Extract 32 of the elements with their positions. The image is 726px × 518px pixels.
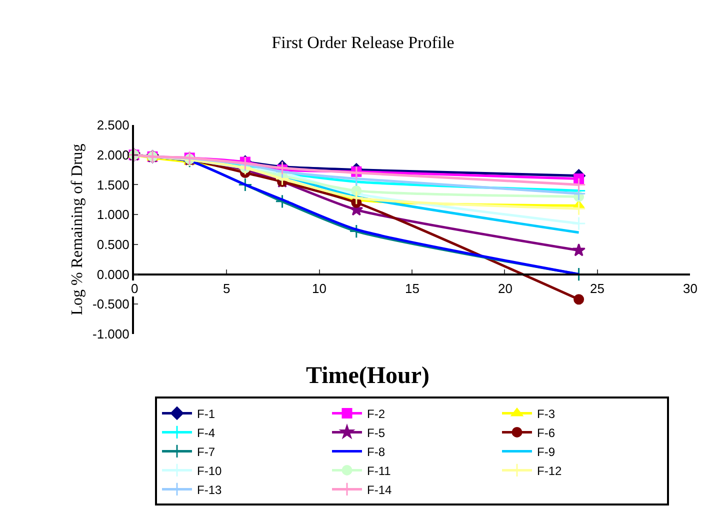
legend-label: F-1 bbox=[197, 406, 216, 421]
legend-label: F-12 bbox=[537, 464, 562, 478]
chart-title: First Order Release Profile bbox=[272, 33, 454, 52]
y-axis-title: Log % Remaining of Drug bbox=[68, 144, 86, 316]
legend-label: F-11 bbox=[367, 464, 392, 478]
x-tick-label: 10 bbox=[312, 281, 326, 296]
y-tick-label: -0.500 bbox=[92, 296, 130, 312]
x-axis-title: Time(Hour) bbox=[306, 363, 430, 389]
legend-label: F-14 bbox=[367, 482, 392, 497]
x-tick-label: 30 bbox=[683, 281, 698, 296]
y-tick-label: 1.000 bbox=[96, 207, 130, 222]
x-tick-label: 0 bbox=[131, 281, 138, 296]
legend-label: F-2 bbox=[367, 406, 386, 421]
y-tick-label: 2.000 bbox=[96, 147, 130, 162]
y-tick-label: 0.500 bbox=[96, 236, 130, 252]
y-tick-label: 0.000 bbox=[96, 266, 130, 282]
x-tick-label: 15 bbox=[405, 281, 420, 296]
legend-label: F-4 bbox=[197, 426, 216, 440]
legend-label: F-8 bbox=[367, 444, 386, 459]
x-tick-label: 5 bbox=[223, 281, 230, 296]
y-tick-label: 2.500 bbox=[96, 118, 130, 133]
legend-label: F-5 bbox=[367, 426, 386, 440]
legend-label: F-10 bbox=[197, 464, 222, 478]
legend-label: F-13 bbox=[197, 482, 222, 497]
legend-label: F-9 bbox=[537, 444, 556, 459]
y-tick-label: 1.500 bbox=[96, 177, 130, 192]
y-tick-label: -1.000 bbox=[92, 326, 130, 342]
x-tick-label: 20 bbox=[498, 281, 512, 296]
x-tick-label: 25 bbox=[590, 281, 604, 296]
legend-label: F-7 bbox=[197, 444, 216, 459]
legend-label: F-3 bbox=[537, 406, 556, 421]
legend-label: F-6 bbox=[537, 426, 556, 440]
